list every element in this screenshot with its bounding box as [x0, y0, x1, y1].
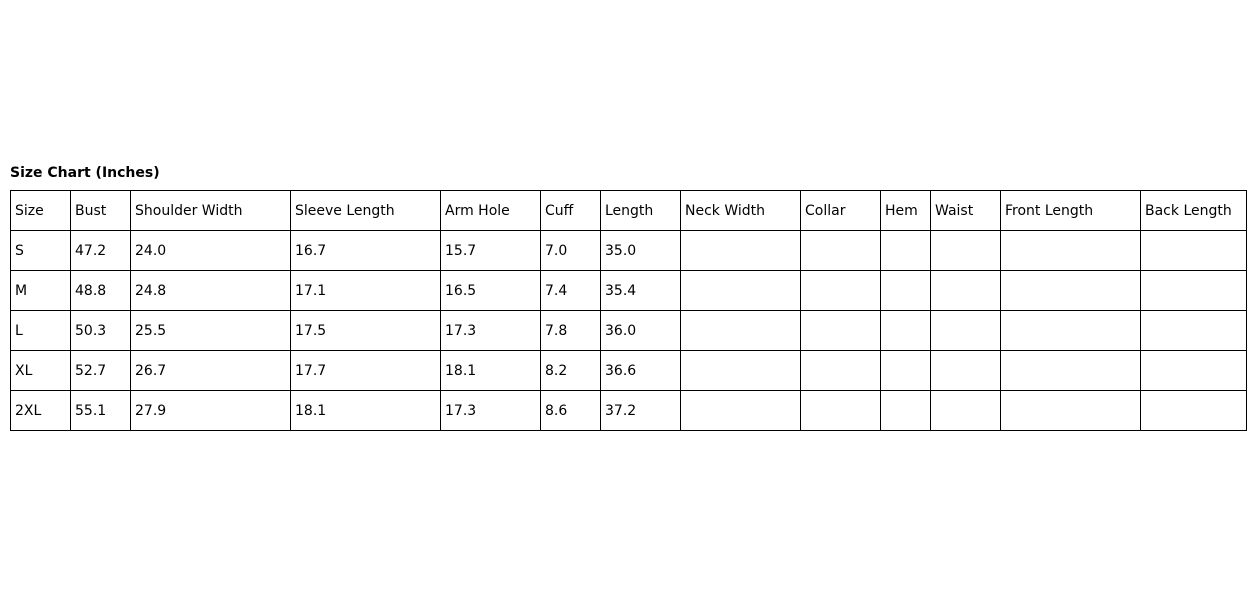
column-header: Cuff [540, 190, 601, 231]
table-cell: 18.1 [440, 350, 541, 391]
table-cell: M [10, 270, 71, 311]
column-header: Sleeve Length [290, 190, 441, 231]
column-header: Neck Width [680, 190, 801, 231]
table-cell [930, 230, 1001, 271]
table-row: S 47.2 24.0 16.7 15.7 7.0 35.0 [10, 230, 1247, 271]
table-cell: 16.7 [290, 230, 441, 271]
table-cell [880, 270, 931, 311]
column-header: Bust [70, 190, 131, 231]
table-cell: 35.0 [600, 230, 681, 271]
table-cell [1000, 390, 1141, 431]
table-cell [800, 310, 881, 351]
table-cell: 8.2 [540, 350, 601, 391]
table-cell: 35.4 [600, 270, 681, 311]
table-cell [930, 270, 1001, 311]
table-cell [930, 350, 1001, 391]
table-cell: 37.2 [600, 390, 681, 431]
table-cell [1140, 230, 1247, 271]
table-cell [680, 270, 801, 311]
table-cell [880, 230, 931, 271]
table-cell [880, 350, 931, 391]
column-header: Arm Hole [440, 190, 541, 231]
size-chart-title: Size Chart (Inches) [10, 165, 160, 181]
table-cell: 55.1 [70, 390, 131, 431]
table-cell: 17.3 [440, 390, 541, 431]
table-cell: XL [10, 350, 71, 391]
table-cell [1140, 350, 1247, 391]
table-cell [1000, 350, 1141, 391]
header-row: Size Bust Shoulder Width Sleeve Length Arm H… [10, 190, 1247, 231]
table-cell: 27.9 [130, 390, 291, 431]
table-cell [800, 230, 881, 271]
table-cell: 50.3 [70, 310, 131, 351]
table-cell [680, 230, 801, 271]
table-cell: 26.7 [130, 350, 291, 391]
table-cell: 36.0 [600, 310, 681, 351]
table-cell [930, 310, 1001, 351]
table-cell: S [10, 230, 71, 271]
table-cell [1000, 270, 1141, 311]
column-header: Length [600, 190, 681, 231]
table-cell: 17.5 [290, 310, 441, 351]
column-header: Shoulder Width [130, 190, 291, 231]
table-cell: L [10, 310, 71, 351]
table-cell [1000, 310, 1141, 351]
column-header: Front Length [1000, 190, 1141, 231]
table-cell: 17.7 [290, 350, 441, 391]
table-cell: 52.7 [70, 350, 131, 391]
table-cell [1140, 270, 1247, 311]
table-cell: 2XL [10, 390, 71, 431]
table-cell [680, 350, 801, 391]
table-cell: 25.5 [130, 310, 291, 351]
table-cell: 17.3 [440, 310, 541, 351]
table-cell [880, 390, 931, 431]
table-cell: 36.6 [600, 350, 681, 391]
table-cell: 48.8 [70, 270, 131, 311]
table-cell: 8.6 [540, 390, 601, 431]
table-cell: 7.0 [540, 230, 601, 271]
column-header: Back Length [1140, 190, 1247, 231]
table-cell: 15.7 [440, 230, 541, 271]
table-cell [800, 270, 881, 311]
column-header: Size [10, 190, 71, 231]
table-cell [930, 390, 1001, 431]
column-header: Collar [800, 190, 881, 231]
table-cell [1000, 230, 1141, 271]
table-cell: 7.8 [540, 310, 601, 351]
size-chart-table: Size Bust Shoulder Width Sleeve Length Arm H… [10, 190, 1247, 431]
table-cell: 47.2 [70, 230, 131, 271]
table-row: L 50.3 25.5 17.5 17.3 7.8 36.0 [10, 310, 1247, 351]
table-cell: 24.8 [130, 270, 291, 311]
table-cell [680, 390, 801, 431]
column-header: Hem [880, 190, 931, 231]
table-cell [1140, 310, 1247, 351]
table-cell [1140, 390, 1247, 431]
column-header: Waist [930, 190, 1001, 231]
table-cell: 16.5 [440, 270, 541, 311]
table-row: M 48.8 24.8 17.1 16.5 7.4 35.4 [10, 270, 1247, 311]
table-cell [880, 310, 931, 351]
table-cell: 7.4 [540, 270, 601, 311]
table-cell: 17.1 [290, 270, 441, 311]
table-cell [800, 390, 881, 431]
table-row: 2XL 55.1 27.9 18.1 17.3 8.6 37.2 [10, 390, 1247, 431]
table-cell [800, 350, 881, 391]
table-cell [680, 310, 801, 351]
table-cell: 24.0 [130, 230, 291, 271]
table-cell: 18.1 [290, 390, 441, 431]
table-row: XL 52.7 26.7 17.7 18.1 8.2 36.6 [10, 350, 1247, 391]
